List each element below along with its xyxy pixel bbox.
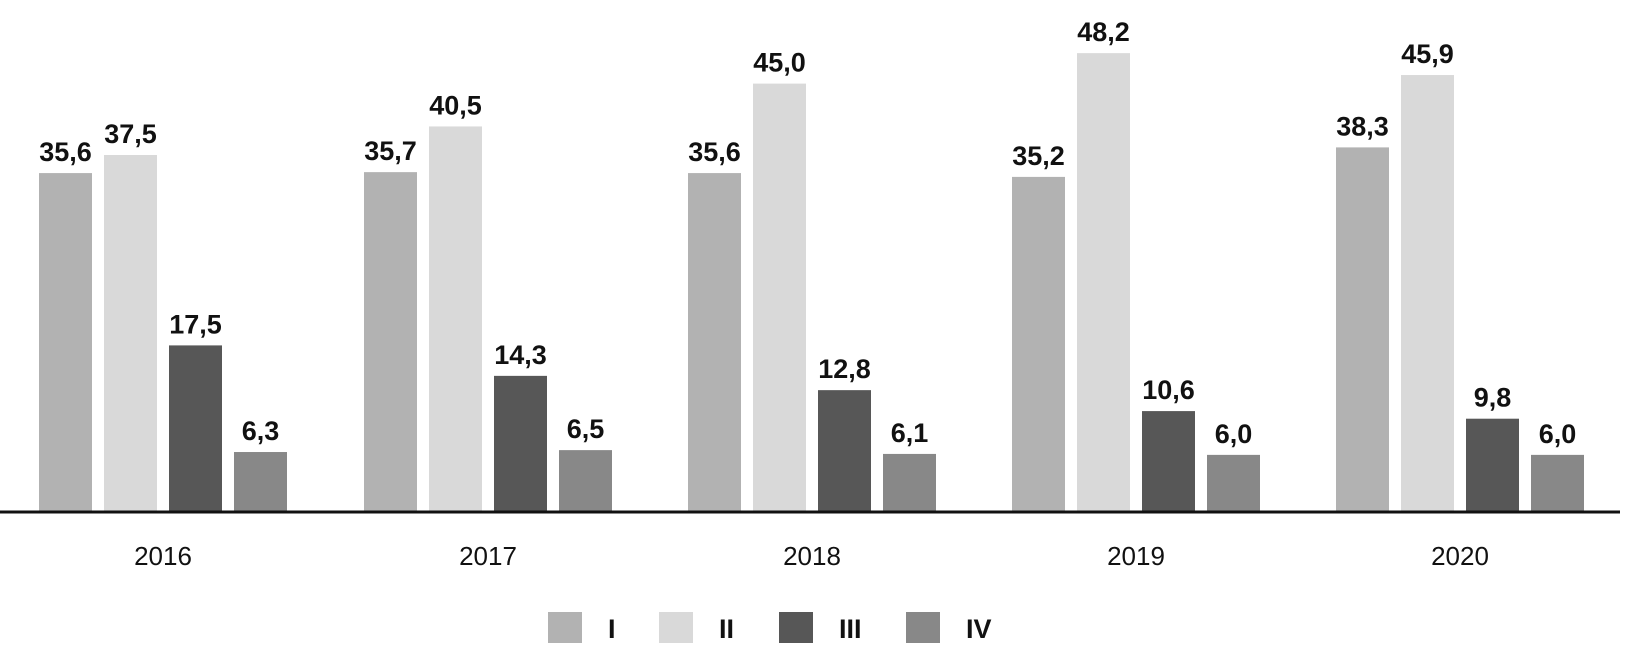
bar-2020-series-III [1466, 418, 1519, 512]
legend-label: II [719, 614, 734, 643]
value-label: 6,5 [567, 414, 605, 444]
bar-2019-series-II [1077, 53, 1130, 513]
bar-2016-series-I [39, 173, 92, 512]
value-label: 6,1 [891, 418, 929, 448]
value-label: 9,8 [1474, 383, 1512, 413]
bar-2017-series-IV [559, 450, 612, 512]
value-label: 40,5 [429, 90, 482, 120]
category-labels-layer: 2016 2017 2018 2019 2020 [134, 541, 1489, 571]
value-label: 6,3 [242, 416, 280, 446]
value-label: 10,6 [1142, 375, 1195, 405]
value-label: 37,5 [104, 119, 157, 149]
value-label: 12,8 [818, 354, 871, 384]
bar-2016-series-III [169, 345, 222, 512]
value-label: 38,3 [1336, 111, 1389, 141]
value-label: 45,9 [1401, 39, 1454, 69]
value-labels-layer: 35,6 37,5 17,5 6,3 35,7 40,5 14,3 6,5 35,6 45,0 12… [39, 17, 1576, 449]
bar-2016-series-II [104, 155, 157, 512]
value-label: 6,0 [1539, 419, 1577, 449]
value-label: 17,5 [169, 309, 222, 339]
category-label: 2017 [459, 541, 517, 571]
value-label: 14,3 [494, 340, 547, 370]
category-label: 2018 [783, 541, 841, 571]
bar-2020-series-II [1401, 75, 1454, 513]
bar-2018-series-II [753, 83, 806, 512]
value-label: 6,0 [1215, 419, 1253, 449]
value-label: 35,2 [1012, 141, 1065, 171]
legend-swatch [779, 612, 813, 644]
value-label: 35,6 [688, 137, 741, 167]
legend-swatch [906, 612, 940, 644]
bar-2018-series-III [818, 390, 871, 512]
bar-2019-series-I [1012, 176, 1065, 512]
legend: I II III IV [548, 612, 992, 644]
bars-layer [39, 53, 1584, 513]
bar-2019-series-IV [1207, 454, 1260, 512]
legend-swatch [659, 612, 693, 644]
bar-2020-series-IV [1531, 454, 1584, 512]
legend-swatch [548, 612, 582, 644]
legend-label: I [608, 614, 616, 643]
value-label: 45,0 [753, 48, 806, 78]
bar-2017-series-II [429, 126, 482, 512]
category-label: 2016 [134, 541, 192, 571]
category-label: 2020 [1431, 541, 1489, 571]
bar-2019-series-III [1142, 411, 1195, 512]
bar-2017-series-III [494, 375, 547, 512]
bar-2018-series-IV [883, 453, 936, 512]
category-label: 2019 [1107, 541, 1165, 571]
bar-2017-series-I [364, 172, 417, 513]
bar-2020-series-I [1336, 147, 1389, 512]
bar-2016-series-IV [234, 452, 287, 512]
value-label: 35,6 [39, 137, 92, 167]
bar-2018-series-I [688, 173, 741, 512]
legend-label: III [839, 614, 862, 643]
value-label: 48,2 [1077, 17, 1130, 47]
legend-label: IV [966, 614, 992, 643]
value-label: 35,7 [364, 136, 417, 166]
